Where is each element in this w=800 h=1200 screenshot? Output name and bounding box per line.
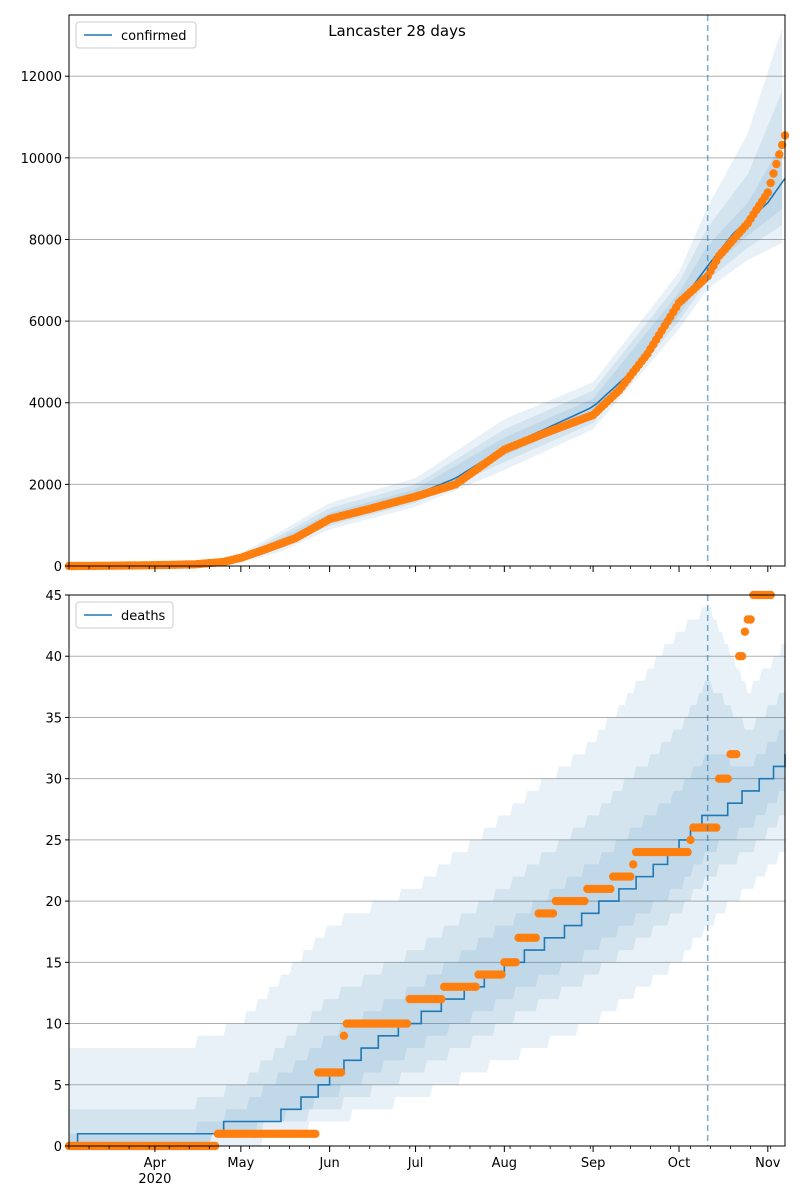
y-tick-label: 0: [54, 1140, 62, 1155]
y-tick-label: 40: [45, 650, 62, 665]
observed-point: [683, 847, 692, 857]
y-tick-label: 15: [45, 956, 62, 971]
y-tick-label: 4000: [29, 397, 62, 412]
observed-point: [339, 1031, 349, 1041]
uncertainty-band: [69, 142, 783, 566]
observed-point: [769, 169, 778, 178]
legend-label: deaths: [121, 609, 166, 624]
observed-point: [777, 140, 787, 150]
observed-point: [712, 823, 721, 832]
observed-point: [311, 1129, 320, 1139]
y-tick-label: 10: [45, 1018, 62, 1033]
observed-point: [740, 627, 750, 636]
y-tick-label: 35: [45, 711, 62, 726]
observed-point: [766, 178, 775, 188]
observed-point: [775, 150, 784, 159]
uncertainty-band: [69, 680, 785, 1146]
x-tick-label: Jun: [318, 1156, 339, 1171]
legend-box: [75, 21, 197, 49]
y-tick-label: 20: [45, 895, 62, 910]
y-tick-label: 12000: [21, 70, 62, 85]
observed-point: [626, 872, 635, 881]
y-tick-label: 25: [45, 834, 62, 849]
observed-point: [772, 159, 781, 169]
y-tick-label: 30: [45, 773, 62, 788]
y-tick-label: 5: [54, 1079, 62, 1094]
observed-point: [402, 1019, 412, 1028]
axes-frame: [68, 594, 786, 1147]
y-tick-label: 45: [45, 589, 62, 604]
y-tick-label: 6000: [29, 315, 62, 330]
y-tick-label: 8000: [29, 233, 62, 248]
uncertainty-band: [69, 607, 785, 1146]
observed-point: [686, 835, 695, 845]
observed-point: [580, 896, 589, 906]
uncertainty-band: [69, 729, 785, 1146]
confirmed-panel: 0 2000 4000 6000 8000 10000 12000 confirmed: [21, 14, 790, 575]
legend-label: confirmed: [121, 29, 187, 44]
observed-point: [737, 652, 747, 661]
x-tick-label: Sep: [581, 1156, 606, 1171]
observed-point: [723, 774, 732, 783]
axes-frame: [68, 14, 786, 567]
deaths-panel: 0 5 10 15 20 25 30 35 40 45 Apr May Jun Jul Aug Sep Oct N…: [45, 589, 786, 1187]
observed-point: [763, 188, 772, 197]
y-tick-label: 2000: [29, 478, 62, 493]
legend: confirmed: [75, 21, 197, 49]
observed-point: [606, 884, 615, 894]
y-tick-label: 0: [54, 560, 62, 575]
x-tick-label: May: [227, 1156, 254, 1171]
observed-point: [437, 994, 446, 1004]
observed-point: [732, 750, 741, 759]
x-year-label: 2020: [138, 1172, 171, 1187]
model-line: [69, 754, 786, 1147]
x-tick-label: Oct: [668, 1156, 690, 1171]
observed-point: [548, 909, 558, 918]
observed-point: [511, 958, 520, 967]
observed-point: [336, 1068, 346, 1077]
observed-point: [746, 615, 755, 624]
legend-box: [75, 601, 174, 629]
legend: deaths: [75, 601, 174, 629]
y-tick-label: 10000: [21, 152, 62, 167]
observed-point: [531, 933, 540, 942]
chart-title: Lancaster 28 days: [328, 22, 466, 40]
observed-point: [629, 860, 638, 869]
x-tick-label: Jul: [407, 1156, 424, 1171]
observed-point: [497, 970, 506, 979]
x-tick-label: Nov: [755, 1156, 781, 1171]
x-tick-label: Apr: [144, 1156, 167, 1171]
observed-point: [471, 982, 480, 991]
x-tick-label: Aug: [492, 1156, 517, 1171]
